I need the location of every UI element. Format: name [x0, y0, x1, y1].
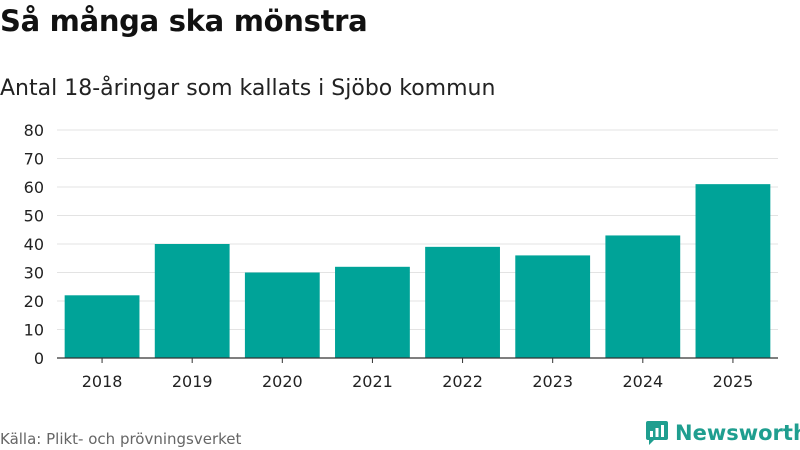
bar-2024 — [605, 235, 681, 358]
x-tick-label: 2018 — [82, 372, 123, 391]
bar-2019 — [154, 244, 230, 358]
x-tick-label: 2021 — [352, 372, 393, 391]
chart-subtitle: Antal 18-åringar som kallats i Sjöbo kom… — [0, 76, 496, 101]
y-tick-label: 50 — [24, 207, 44, 226]
y-tick-label: 30 — [24, 264, 44, 283]
y-tick-label: 20 — [24, 292, 44, 311]
bar-2022 — [425, 246, 500, 358]
bar-2023 — [515, 255, 591, 358]
y-tick-label: 70 — [24, 150, 44, 169]
brand-logo: Newsworthy — [645, 420, 800, 446]
y-tick-label: 80 — [24, 121, 44, 140]
y-tick-labels: 0 10 20 30 40 50 60 70 80 — [24, 121, 44, 368]
bar-2018 — [64, 295, 140, 358]
bars — [64, 184, 771, 358]
chart-title: Så många ska mönstra — [0, 4, 368, 38]
bar-2020 — [244, 272, 320, 358]
source-note: Källa: Plikt- och prövningsverket — [0, 430, 242, 448]
x-tick-label: 2022 — [442, 372, 483, 391]
brand-name: Newsworthy — [675, 421, 800, 445]
x-tick-labels: 2018 2019 2020 2021 2022 2023 2024 2025 — [82, 358, 754, 391]
x-tick-label: 2023 — [532, 372, 573, 391]
y-tick-label: 40 — [24, 235, 44, 254]
bar-2025 — [695, 184, 771, 358]
x-tick-label: 2020 — [262, 372, 303, 391]
bar-2021 — [335, 266, 410, 358]
y-tick-label: 0 — [34, 349, 44, 368]
y-tick-label: 60 — [24, 178, 44, 197]
x-tick-label: 2019 — [172, 372, 213, 391]
y-tick-label: 10 — [24, 321, 44, 340]
x-tick-label: 2025 — [713, 372, 754, 391]
x-tick-label: 2024 — [622, 372, 663, 391]
newsworthy-logo-icon — [646, 421, 668, 445]
